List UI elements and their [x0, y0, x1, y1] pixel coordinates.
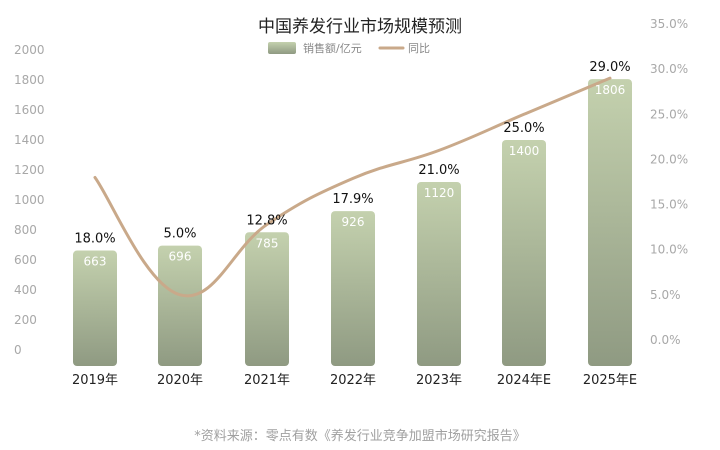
category-label: 2020年	[157, 373, 203, 388]
category-label: 2025年E	[583, 373, 637, 388]
left-axis-tick: 400	[14, 283, 37, 297]
yoy-value-label: 29.0%	[589, 60, 630, 75]
left-axis-tick: 600	[14, 253, 37, 267]
bar-value-label: 785	[256, 236, 279, 250]
yoy-line	[93, 76, 612, 298]
left-axis-tick: 800	[14, 223, 37, 237]
left-axis-tick: 200	[14, 313, 37, 327]
right-axis-tick: 15.0%	[650, 198, 688, 212]
right-axis-tick: 10.0%	[650, 243, 688, 257]
bar	[73, 250, 117, 366]
legend-bar-label: 销售额/亿元	[303, 41, 362, 55]
bar	[158, 245, 202, 366]
category-label: 2023年	[416, 373, 462, 388]
yoy-value-label: 12.8%	[246, 213, 287, 228]
right-axis-tick: 35.0%	[650, 17, 688, 31]
legend: 销售额/亿元 同比	[268, 41, 430, 55]
yoy-value-label: 17.9%	[332, 192, 373, 207]
yoy-value-label: 5.0%	[163, 227, 196, 242]
bar-value-label: 696	[169, 250, 192, 264]
left-axis-tick: 1800	[14, 73, 45, 87]
bar-value-label: 1120	[424, 186, 455, 200]
legend-bar-swatch	[268, 42, 296, 54]
left-axis-tick: 1200	[14, 163, 45, 177]
left-axis-tick: 1600	[14, 103, 45, 117]
left-axis-tick: 1400	[14, 133, 45, 147]
category-label: 2022年	[330, 373, 376, 388]
yoy-value-label: 25.0%	[503, 121, 544, 136]
bar	[245, 232, 289, 366]
category-label: 2021年	[244, 373, 290, 388]
right-axis-tick: 30.0%	[650, 62, 688, 76]
right-axis-tick: 20.0%	[650, 152, 688, 166]
yoy-value-label: 18.0%	[74, 232, 115, 247]
left-axis-tick: 2000	[14, 43, 45, 57]
category-label: 2024年E	[497, 373, 551, 388]
right-axis-tick: 25.0%	[650, 107, 688, 121]
yoy-value-label: 21.0%	[418, 163, 459, 178]
bar-value-label: 1400	[509, 144, 540, 158]
bar	[588, 79, 632, 366]
bar-value-label: 663	[84, 255, 107, 269]
left-axis-tick: 0	[14, 343, 22, 357]
bar	[331, 211, 375, 366]
chart-title: 中国养发行业市场规模预测	[258, 17, 462, 37]
bar	[502, 140, 546, 366]
right-axis-tick: 5.0%	[650, 288, 681, 302]
right-axis-tick: 0.0%	[650, 333, 681, 347]
legend-line-label: 同比	[408, 42, 430, 55]
bar-value-label: 1806	[595, 83, 626, 97]
bar	[417, 182, 461, 366]
source-note: *资料来源：零点有数《养发行业竞争加盟市场研究报告》	[194, 428, 526, 444]
category-label: 2019年	[72, 373, 118, 388]
bar-value-label: 926	[342, 215, 365, 229]
left-axis-tick: 1000	[14, 193, 45, 207]
